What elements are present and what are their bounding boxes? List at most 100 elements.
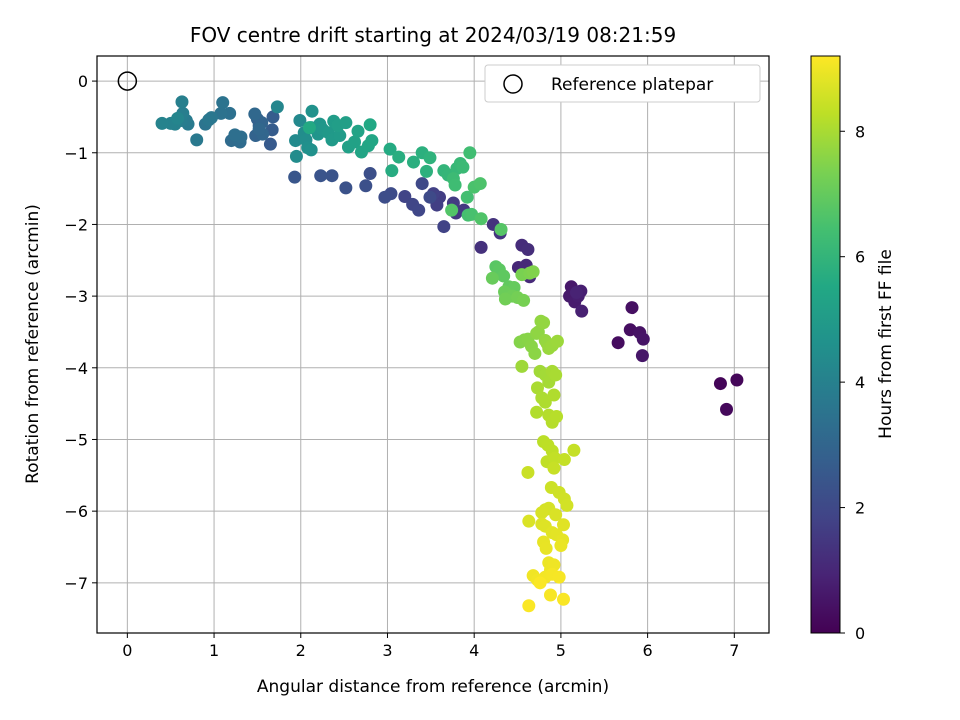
data-point: [363, 118, 377, 132]
data-point: [339, 116, 353, 130]
data-point: [423, 151, 437, 165]
y-tick-label: −1: [64, 144, 88, 163]
data-point: [530, 405, 544, 419]
data-point: [560, 498, 574, 512]
data-point: [498, 292, 512, 306]
data-point: [155, 116, 169, 130]
x-tick-label: 4: [469, 641, 479, 660]
data-point: [474, 240, 488, 254]
data-point: [625, 301, 639, 315]
x-tick-label: 7: [729, 641, 739, 660]
data-point: [549, 368, 563, 382]
data-point: [522, 514, 536, 528]
data-point: [522, 599, 536, 613]
data-point: [339, 181, 353, 195]
x-axis-label: Angular distance from reference (arcmin): [257, 677, 609, 697]
data-point: [359, 179, 373, 193]
data-point: [293, 114, 307, 128]
y-tick-label: −3: [64, 287, 88, 306]
colorbar: 0 2 4 6 8 Hours from first FF file: [810, 55, 896, 643]
data-point: [552, 570, 566, 584]
colorbar-tick-label: 6: [855, 248, 865, 267]
data-point: [539, 541, 553, 555]
data-point: [305, 104, 319, 118]
y-tick-label: −4: [64, 359, 88, 378]
data-point: [526, 265, 540, 279]
reference-marker: [117, 71, 138, 91]
data-point: [517, 293, 531, 307]
data-point: [547, 461, 561, 475]
data-point: [288, 170, 302, 184]
data-point: [289, 134, 303, 148]
data-points: [117, 71, 744, 613]
data-point: [437, 220, 451, 234]
data-point: [333, 129, 347, 143]
data-point: [554, 539, 568, 553]
data-point: [548, 451, 562, 465]
data-point: [521, 465, 535, 479]
data-point: [363, 167, 377, 181]
colorbar-label: Hours from first FF file: [876, 249, 896, 439]
x-tick-label: 1: [209, 641, 219, 660]
y-tick-label: −5: [64, 430, 88, 449]
colorbar-ticks: 0 2 4 6 8: [840, 122, 865, 643]
data-point: [378, 190, 392, 204]
data-point: [720, 402, 734, 416]
data-point: [538, 395, 552, 409]
data-point: [543, 588, 557, 602]
data-point: [419, 164, 433, 178]
colorbar-tick-label: 0: [855, 624, 865, 643]
data-point: [567, 443, 581, 457]
data-point: [383, 142, 397, 156]
y-tick-label: 0: [78, 72, 88, 91]
data-point: [713, 377, 727, 391]
data-point: [348, 135, 362, 149]
data-point: [385, 164, 399, 178]
data-point: [216, 96, 230, 110]
data-point: [392, 150, 406, 164]
data-point: [528, 346, 542, 360]
data-point: [575, 304, 589, 318]
data-point: [314, 169, 328, 183]
data-point: [171, 111, 185, 125]
data-point: [351, 124, 365, 138]
data-point: [252, 122, 266, 136]
data-point: [549, 508, 563, 522]
data-point: [325, 169, 339, 183]
data-point: [635, 349, 649, 363]
data-point: [266, 110, 280, 124]
x-tick-label: 6: [643, 641, 653, 660]
y-axis-label: Rotation from reference (arcmin): [23, 204, 43, 484]
data-point: [304, 143, 318, 157]
data-point: [557, 453, 571, 467]
data-point: [302, 121, 316, 135]
plot-area: [96, 55, 770, 634]
data-point: [636, 332, 650, 346]
data-point: [474, 212, 488, 226]
colorbar-tick-label: 4: [855, 373, 865, 392]
legend: Reference platepar: [484, 64, 761, 103]
data-point: [537, 316, 551, 330]
x-tick-label: 2: [296, 641, 306, 660]
data-point: [547, 388, 561, 402]
data-point: [412, 203, 426, 217]
data-point: [497, 269, 511, 283]
data-point: [202, 113, 216, 127]
data-point: [456, 160, 470, 174]
data-point: [570, 286, 584, 300]
axis-ticks: 0 1 2 3 4 5 6 7 0 −1 −2 −3 −4 −5 −6 −7: [64, 72, 739, 660]
data-point: [406, 155, 420, 169]
legend-marker: [503, 74, 523, 94]
y-tick-label: −6: [64, 502, 88, 521]
legend-entry-reference: Reference platepar: [551, 75, 713, 95]
data-point: [533, 576, 547, 590]
data-point: [494, 222, 508, 236]
data-point: [611, 336, 625, 350]
data-point: [473, 177, 487, 191]
x-tick-label: 5: [556, 641, 566, 660]
data-point: [175, 95, 189, 109]
data-point: [530, 381, 544, 395]
legend-box: [484, 64, 761, 103]
data-point: [228, 128, 242, 142]
data-point: [485, 271, 499, 285]
